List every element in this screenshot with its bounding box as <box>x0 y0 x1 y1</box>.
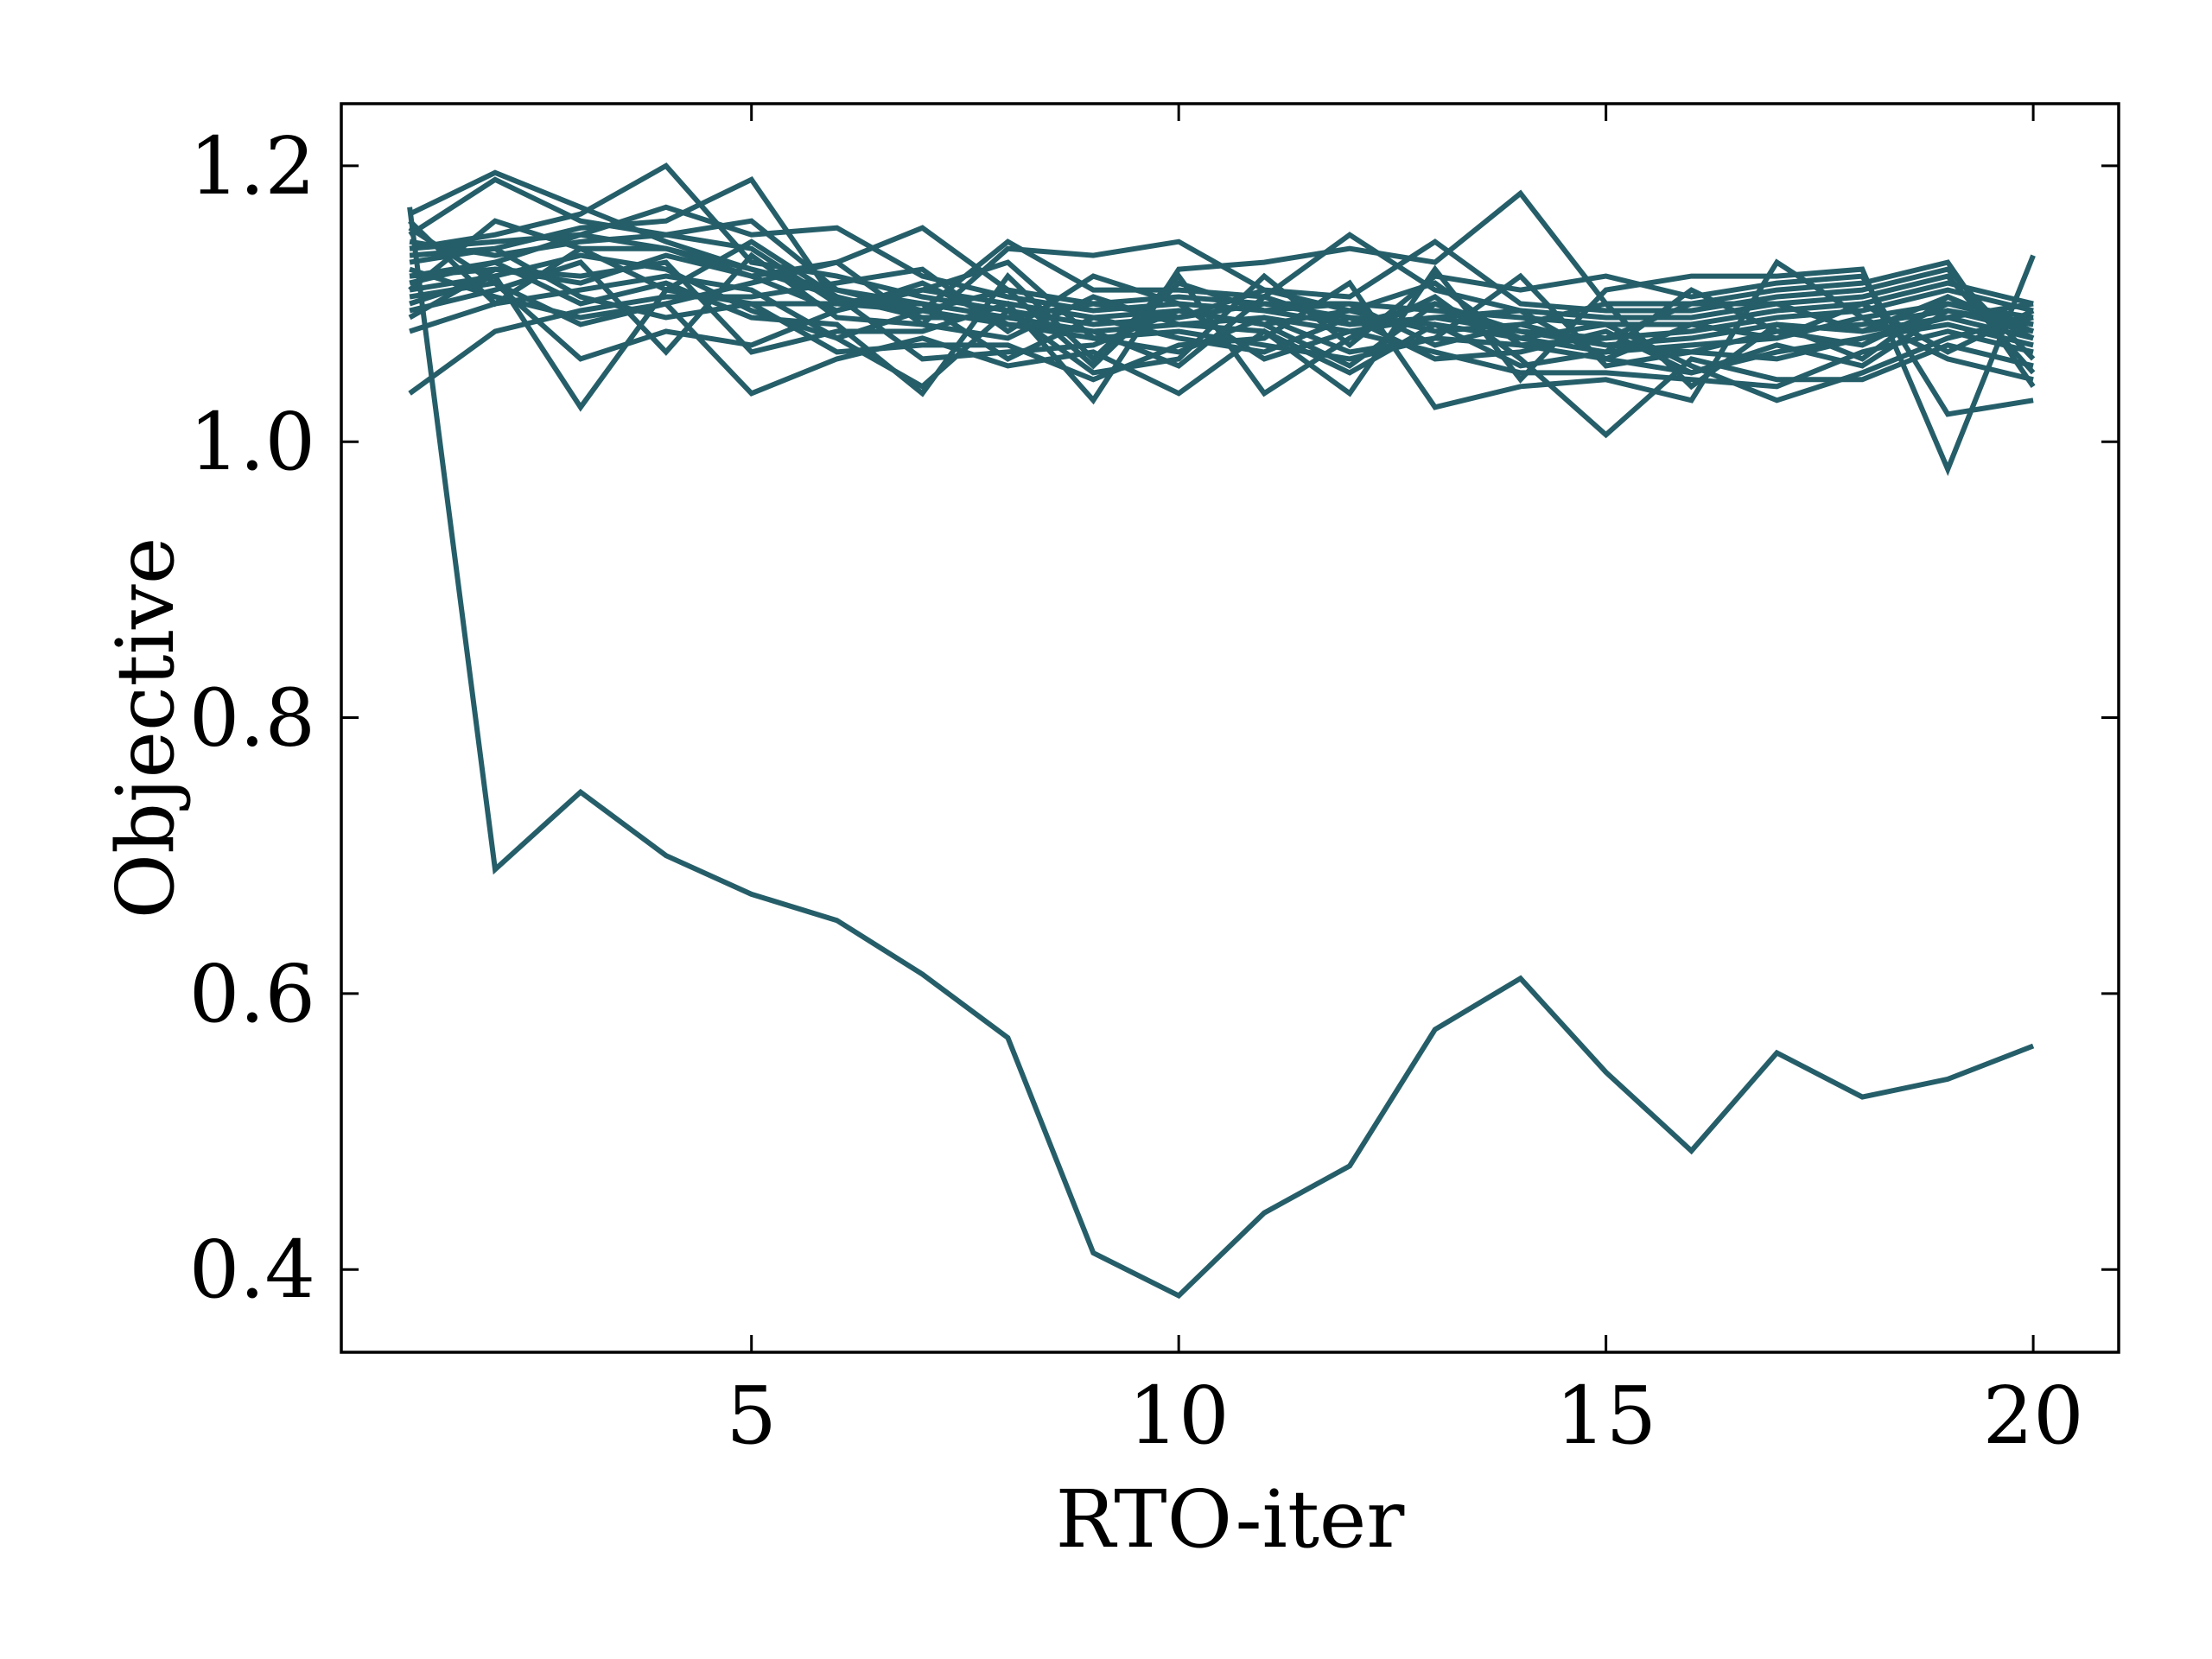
series-layer <box>407 162 2036 1300</box>
x-axis-label: RTO-iter <box>1056 1473 1405 1566</box>
x-tick-label: 15 <box>1555 1370 1656 1462</box>
y-tick-label: 1.0 <box>189 396 315 488</box>
x-tick-label: 20 <box>1983 1370 2084 1462</box>
x-tick-label: 5 <box>726 1370 777 1462</box>
y-axis-label: Objective <box>99 537 192 919</box>
series-line-12 <box>409 245 2034 410</box>
x-tick-label: 10 <box>1128 1370 1230 1462</box>
tick-layer: 5 10 15 20 0.4 0.6 0.8 1.0 1.2 <box>189 104 2119 1462</box>
series-line-16 <box>409 232 2034 376</box>
y-tick-label: 0.8 <box>189 672 315 765</box>
series-line-15 <box>409 259 2034 369</box>
series-line-11 <box>409 254 2036 476</box>
plot-area-frame <box>340 102 2120 1354</box>
series-line-5 <box>409 204 2034 341</box>
series-line-19 <box>409 232 2034 404</box>
series-line-17 <box>408 226 2034 376</box>
series-line-21 <box>408 219 2034 348</box>
series-line-22 <box>407 207 2035 1300</box>
y-tick-label: 0.6 <box>189 948 315 1040</box>
series-line-3 <box>409 162 2034 355</box>
series-line-20 <box>409 252 2035 369</box>
y-tick-label: 1.2 <box>189 120 315 213</box>
y-tick-label: 0.4 <box>189 1224 315 1316</box>
